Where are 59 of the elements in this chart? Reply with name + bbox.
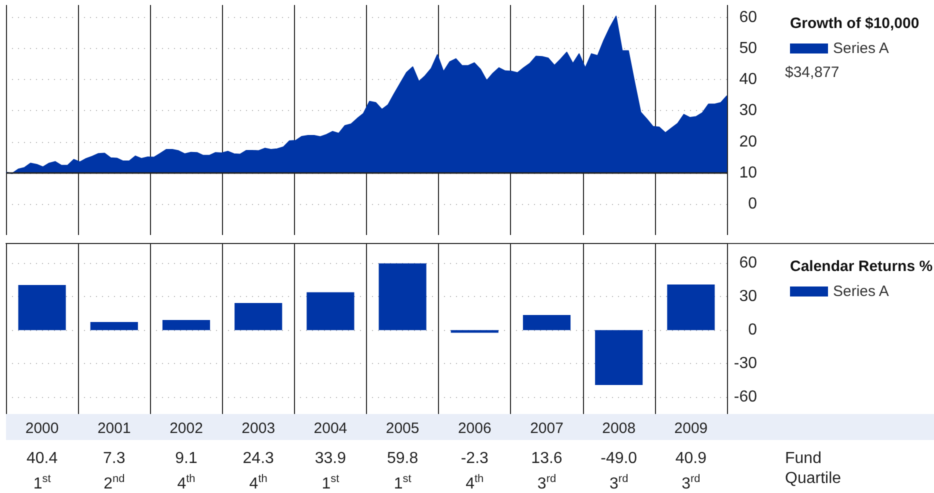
y-tick-label: 50 [739,40,758,58]
bar [667,284,715,330]
data-label: 40.4 [26,450,58,468]
bar [18,285,66,330]
bar [595,330,643,385]
data-label: 13.6 [531,450,562,468]
x-tick-label: 2004 [314,420,348,437]
y-tick-label: 10 [739,164,758,182]
y-tick-label: -60 [734,388,758,406]
x-tick-label: 2007 [530,420,564,437]
x-tick-label: 2002 [170,420,203,437]
text: Fund [785,450,822,468]
text: $34,877 [785,64,840,82]
x-tick-label: 2003 [242,420,276,437]
data-label: -49.0 [600,450,638,468]
x-tick-label: 2000 [25,420,59,437]
y-tick-label: 0 [748,322,758,339]
x-tick-label: 2008 [602,420,636,437]
text: 4$^{th}$ [466,472,484,493]
legend-title: Calendar Returns % [790,258,933,275]
y-tick-label: 30 [739,288,758,306]
y-tick-label: 0 [748,195,758,212]
data-label: 59.8 [386,450,418,468]
bar [378,263,426,330]
x-tick-label: 2001 [97,420,131,437]
text: 3$^{rd}$ [610,472,628,493]
y-tick-label: 30 [739,102,758,120]
text: 1$^{st}$ [33,472,51,493]
bar [522,314,571,330]
bar [234,303,282,330]
data-label: 9.1 [175,450,198,468]
x-tick-label: 2009 [674,420,708,437]
legend-label: Series A [833,283,889,300]
x-tick-label: 2006 [458,420,492,437]
text: 1$^{st}$ [394,472,412,493]
y-tick-label: 60 [739,8,758,26]
y-tick-label: 20 [739,133,758,150]
data-label: 40.9 [675,450,707,468]
text: 4$^{th}$ [177,472,196,493]
bar [306,292,354,330]
data-label: 24.3 [242,450,274,468]
y-tick-label: -30 [734,355,758,372]
data-label: -2.3 [460,450,488,468]
x-tick-label: 2005 [386,420,420,437]
text: 1$^{st}$ [322,472,340,493]
data-label: 33.9 [314,450,346,468]
text: 3$^{rd}$ [682,472,700,493]
legend-title: Growth of $10,000 [790,15,920,32]
text: 3$^{rd}$ [537,472,556,493]
text: Quartile [785,470,842,488]
bar [450,330,498,333]
y-tick-label: 60 [739,254,758,272]
text: 2$^{nd}$ [104,472,125,493]
bar [90,322,138,330]
bar [162,320,210,330]
text: 4$^{th}$ [249,472,268,493]
legend-label: Series A [833,40,889,57]
data-label: 7.3 [103,450,126,468]
y-tick-label: 40 [739,71,758,88]
